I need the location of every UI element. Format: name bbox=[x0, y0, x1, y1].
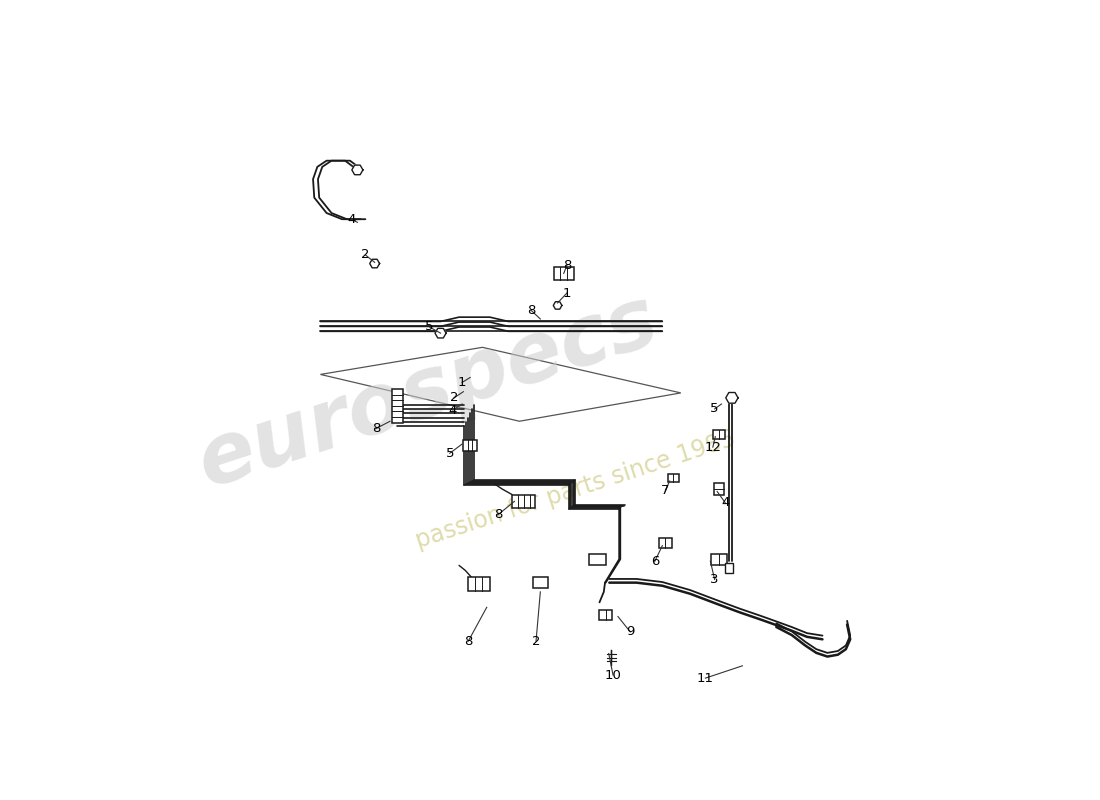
Text: 5: 5 bbox=[426, 321, 433, 334]
Text: 3: 3 bbox=[711, 573, 719, 586]
Polygon shape bbox=[554, 267, 573, 279]
Polygon shape bbox=[714, 483, 724, 494]
Polygon shape bbox=[553, 302, 562, 309]
Text: 6: 6 bbox=[651, 554, 659, 567]
Text: 1: 1 bbox=[458, 376, 466, 389]
Text: 11: 11 bbox=[697, 672, 714, 685]
Text: 4: 4 bbox=[449, 404, 458, 417]
Polygon shape bbox=[463, 440, 477, 451]
Polygon shape bbox=[598, 610, 613, 619]
Polygon shape bbox=[712, 554, 727, 565]
Text: 7: 7 bbox=[661, 484, 670, 497]
Polygon shape bbox=[726, 393, 738, 403]
Text: 1: 1 bbox=[562, 286, 571, 300]
Polygon shape bbox=[512, 494, 536, 508]
Text: 8: 8 bbox=[562, 259, 571, 272]
Polygon shape bbox=[714, 430, 725, 439]
Text: 5: 5 bbox=[446, 446, 454, 460]
Text: 8: 8 bbox=[372, 422, 381, 435]
Polygon shape bbox=[468, 577, 490, 590]
Polygon shape bbox=[659, 538, 671, 547]
Polygon shape bbox=[392, 389, 403, 422]
Polygon shape bbox=[588, 554, 606, 565]
Text: 2: 2 bbox=[531, 634, 540, 648]
Text: 8: 8 bbox=[464, 634, 473, 648]
Text: 12: 12 bbox=[704, 441, 722, 454]
Polygon shape bbox=[668, 474, 679, 482]
Polygon shape bbox=[370, 259, 379, 268]
Text: 8: 8 bbox=[527, 304, 536, 317]
Polygon shape bbox=[434, 328, 447, 338]
Polygon shape bbox=[532, 577, 548, 588]
Text: 9: 9 bbox=[626, 626, 635, 638]
Text: 8: 8 bbox=[494, 508, 502, 522]
Text: 10: 10 bbox=[605, 669, 621, 682]
Text: 5: 5 bbox=[711, 402, 719, 415]
Text: passion for parts since 1985: passion for parts since 1985 bbox=[412, 427, 739, 554]
Text: 2: 2 bbox=[450, 391, 459, 404]
Polygon shape bbox=[352, 165, 363, 174]
Polygon shape bbox=[725, 563, 733, 573]
Text: 4: 4 bbox=[720, 496, 729, 509]
Text: 4: 4 bbox=[346, 213, 355, 226]
Text: 2: 2 bbox=[361, 249, 370, 262]
Text: eurospecs: eurospecs bbox=[188, 279, 669, 504]
